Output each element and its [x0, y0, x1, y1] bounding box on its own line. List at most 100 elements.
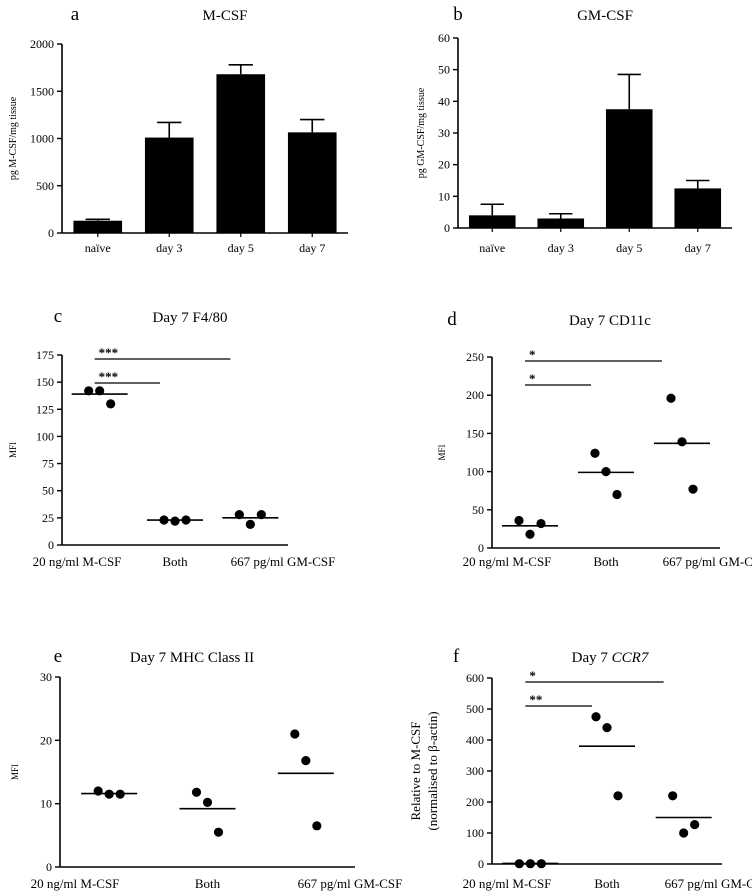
category-label: 667 pg/ml GM-CSF — [298, 876, 403, 891]
data-point — [106, 399, 116, 409]
y-tick-label: 10 — [438, 189, 450, 203]
y-tick-label: 1000 — [30, 132, 54, 146]
data-point — [234, 509, 244, 520]
y-tick-label: 500 — [466, 702, 484, 716]
chart-title: GM-CSF — [577, 8, 633, 24]
y-tick-label: 75 — [42, 457, 54, 471]
y-tick-label: 20 — [438, 158, 450, 172]
chart-title-gene: CCR7 — [612, 650, 650, 666]
data-point — [525, 529, 535, 539]
y-tick-label: 100 — [466, 465, 484, 479]
y-tick-label: 50 — [42, 484, 54, 498]
category-label: Both — [195, 876, 221, 891]
panel-letter: d — [447, 309, 457, 330]
category-label: day 7 — [685, 241, 711, 255]
significance-label: *** — [99, 345, 119, 360]
category-label: naïve — [479, 241, 505, 255]
y-axis-label: MFI — [437, 444, 447, 460]
y-tick-label: 150 — [36, 375, 54, 389]
y-tick-label: 0 — [46, 860, 52, 874]
panel-b: b GM-CSF pg GM-CSF/mg tissue 0 10 20 30 40 50 60 n… — [416, 4, 732, 255]
data-point — [612, 489, 622, 500]
data-point — [666, 393, 676, 403]
y-tick-label: 0 — [478, 541, 484, 555]
category-label: day 5 — [616, 241, 642, 255]
data-point — [514, 515, 524, 526]
y-tick-label: 0 — [444, 221, 450, 235]
data-point — [312, 821, 322, 831]
data-point — [95, 386, 105, 396]
y-tick-label: 200 — [466, 388, 484, 402]
y-tick-label: 0 — [48, 538, 54, 552]
data-point — [256, 509, 266, 520]
data-point — [213, 827, 224, 837]
chart-title-text: Day 7 — [572, 650, 609, 666]
y-tick-label: 0 — [478, 857, 484, 871]
y-axis-label: (normalised to β-actin) — [425, 711, 440, 830]
bar — [537, 218, 585, 228]
y-axis-label: MFI — [10, 764, 20, 780]
panel-letter: a — [71, 4, 80, 25]
data-point — [602, 723, 612, 733]
category-label: day 3 — [548, 241, 574, 255]
data-point — [591, 712, 601, 722]
bar — [144, 137, 194, 233]
y-axis-label: MFI — [8, 442, 18, 458]
significance-label: ** — [529, 692, 542, 707]
category-label: Both — [594, 876, 620, 891]
panel-e: e Day 7 MHC Class II MFI 0 10 20 30 20 ng/ml M-… — [10, 646, 402, 891]
category-label: 667 pg/ml GM-CSF — [231, 554, 336, 569]
data-point — [679, 828, 689, 838]
y-tick-label: 25 — [42, 511, 54, 525]
category-label: 667 pg/ml GM-CSF — [663, 554, 752, 569]
chart-title: Day 7 MHC Class II — [130, 650, 254, 666]
panel-a: a M-CSF pg M-CSF/mg tissue 0 500 1000 1500 2000… — [8, 4, 348, 255]
category-label: naïve — [85, 241, 111, 255]
panel-letter: e — [54, 646, 62, 667]
significance-label: * — [529, 668, 536, 683]
chart-title: Day 7 CCR7 — [572, 650, 650, 666]
y-tick-label: 400 — [466, 733, 484, 747]
bar — [468, 215, 516, 228]
panel-f: f Day 7 CCR7 Relative to M-CSF (normalised … — [408, 646, 752, 891]
category-label: Both — [162, 554, 188, 569]
y-tick-label: 30 — [40, 670, 52, 684]
data-point — [690, 820, 700, 830]
data-point — [84, 386, 94, 396]
chart-title: Day 7 F4/80 — [153, 310, 228, 326]
y-tick-label: 50 — [472, 503, 484, 517]
y-tick-label: 10 — [40, 797, 52, 811]
data-point — [191, 787, 202, 797]
category-label: 20 ng/ml M-CSF — [33, 554, 122, 569]
y-tick-label: 200 — [466, 795, 484, 809]
bar — [605, 109, 653, 228]
category-label: 20 ng/ml M-CSF — [463, 876, 552, 891]
y-tick-label: 1500 — [30, 84, 54, 98]
category-label: 667 pg/ml GM-CSF — [665, 876, 752, 891]
panel-letter: b — [453, 4, 463, 25]
y-axis-label: pg GM-CSF/mg tissue — [416, 87, 427, 178]
panel-d: d Day 7 CD11c MFI 0 50 100 150 200 250 20 ng/ml M… — [437, 309, 752, 569]
y-tick-label: 20 — [40, 733, 52, 747]
data-point — [677, 437, 687, 447]
data-point — [202, 797, 213, 808]
category-label: day 5 — [228, 241, 254, 255]
y-axis-label: Relative to M-CSF — [408, 722, 423, 821]
data-point — [613, 791, 623, 801]
y-tick-label: 0 — [48, 226, 54, 240]
bar — [674, 188, 722, 228]
significance-label: *** — [99, 369, 119, 384]
category-label: Both — [593, 554, 619, 569]
data-point — [536, 518, 546, 529]
panel-letter: f — [453, 646, 460, 667]
y-tick-label: 100 — [466, 826, 484, 840]
y-tick-label: 100 — [36, 429, 54, 443]
y-tick-label: 30 — [438, 126, 450, 140]
y-axis-label: pg M-CSF/mg tissue — [8, 96, 19, 180]
data-point — [688, 484, 698, 494]
data-point — [290, 729, 300, 739]
significance-label: * — [529, 371, 536, 386]
data-point — [301, 756, 311, 766]
y-tick-label: 50 — [438, 63, 450, 77]
